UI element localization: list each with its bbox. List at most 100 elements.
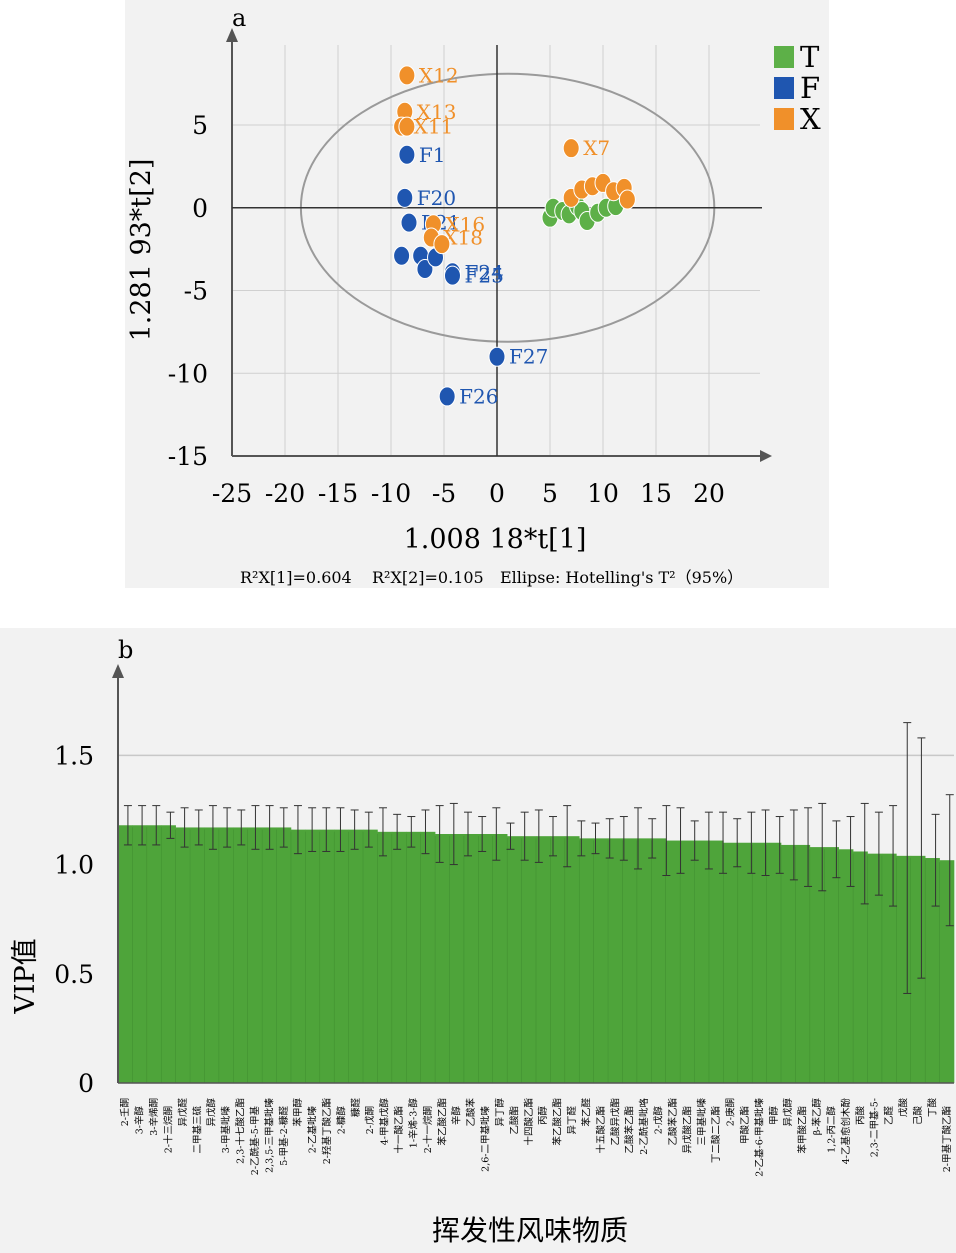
error-bar [832, 820, 841, 879]
bar [680, 840, 695, 1083]
bar [406, 831, 421, 1083]
category-label: 苯甲酸乙酯 [797, 1106, 809, 1154]
legend-label: X [800, 102, 821, 136]
y-axis-arrow [112, 664, 124, 678]
error-bar [704, 811, 713, 870]
error-bar [874, 811, 883, 896]
bar [939, 860, 955, 1083]
error-bar [520, 811, 529, 861]
bar [463, 834, 479, 1083]
bar [391, 831, 407, 1083]
error-bar [818, 802, 827, 892]
bar [622, 838, 638, 1083]
category-label: 4-乙基愈创木酚 [840, 1098, 852, 1165]
point-marker [488, 346, 506, 367]
point-f: F25 [443, 264, 504, 288]
category-labels: 2-壬酮 3-辛醇 3-辛烯酮 2-十三烷酮 异戊醛 二甲基三硫 异戊醇 3-甲基吡嗪 2,3-… [120, 1098, 953, 1177]
r2x2-label: R²X[2]=0.105 [372, 568, 484, 587]
panel-b-label: b [118, 636, 133, 664]
error-bar [322, 807, 331, 852]
category-label: 十五酸乙酯 [595, 1106, 607, 1154]
category-label: 2-羟基丁酸乙酯 [321, 1098, 333, 1165]
y-axis-arrow [226, 28, 238, 42]
category-label: 甲酸乙酯 [739, 1106, 751, 1145]
bar [319, 829, 335, 1083]
point-marker [400, 212, 418, 233]
error-bar [194, 809, 203, 846]
point-label: F26 [459, 384, 498, 408]
bar [146, 825, 162, 1083]
bar [867, 853, 883, 1083]
category-label: 乙酸异戊酯 [609, 1098, 621, 1146]
category-label: 丁酸 [926, 1098, 938, 1118]
category-label: 异丁醛 [566, 1106, 578, 1135]
bar [521, 836, 537, 1083]
y-tick-label: 0 [192, 194, 208, 223]
bar [694, 840, 710, 1083]
bar [766, 842, 782, 1083]
point-f [393, 245, 411, 266]
bar [435, 834, 450, 1083]
error-bar [407, 816, 416, 848]
ellipse-label: Ellipse: Hotelling's T²（95%） [500, 568, 743, 587]
point-marker [562, 138, 580, 159]
legend-swatch [774, 46, 794, 68]
category-label: 2-甲基丁酸乙酯 [941, 1106, 953, 1173]
bar [853, 851, 868, 1083]
score-plot: a F1F20F21F24F25F27F26X12X13X11X16X18X7 … [125, 0, 829, 588]
category-label: 乙酸苯 [465, 1098, 477, 1127]
bar [132, 825, 148, 1083]
error-bar [889, 805, 898, 907]
category-label: 2-乙酰基-5-甲基 [249, 1106, 261, 1176]
y-tick-label: -10 [168, 359, 208, 388]
category-label: 糠醛 [350, 1098, 362, 1118]
error-bar [237, 809, 246, 846]
legend-item-x: X [774, 102, 821, 136]
point-x: X13 [396, 100, 456, 124]
error-bar [463, 811, 472, 857]
bar [925, 858, 940, 1083]
category-label: 异戊酸乙酯 [681, 1106, 693, 1154]
x-axis-arrow [760, 450, 772, 462]
x-tick-label: 5 [542, 479, 558, 508]
category-label: 2-乙酰基吡咯 [638, 1098, 650, 1155]
point-label: F24 [464, 260, 503, 284]
category-label: 丙醇 [537, 1106, 549, 1126]
error-bar [804, 807, 813, 887]
category-label: 辛醇 [451, 1106, 463, 1126]
tick-labels: -25 -20 -15 -10 -5 0 5 10 15 20 -15 -10 -5 0 5 [168, 111, 725, 508]
bar [536, 836, 551, 1083]
bar [608, 838, 623, 1083]
point-x: X18 [422, 226, 483, 250]
bar [507, 836, 522, 1083]
category-label: 2,3-十七酸乙酯 [235, 1098, 247, 1164]
category-label: 5-甲基-2-糠醛 [278, 1106, 290, 1166]
error-bar [789, 809, 798, 881]
bar [636, 838, 652, 1083]
bar [334, 829, 349, 1083]
error-bar [605, 818, 614, 859]
point-f: F1 [398, 143, 446, 167]
category-label: 十一酸乙酯 [393, 1106, 405, 1154]
category-label: 2-庚酮 [725, 1098, 737, 1126]
x-tick-label: 0 [489, 479, 505, 508]
point-marker [438, 386, 456, 407]
bar [881, 853, 897, 1083]
bar [262, 827, 277, 1083]
error-bars [123, 722, 954, 994]
category-label: 异戊醇 [782, 1098, 794, 1127]
category-label: 2-戊醇 [653, 1106, 665, 1135]
category-label: 乙酸酯 [508, 1106, 520, 1135]
category-label: 2,6-二甲基吡嗪 [480, 1106, 492, 1172]
footnote: R²X[1]=0.604 R²X[2]=0.105 Ellipse: Hotel… [240, 568, 743, 587]
axes [112, 664, 954, 1084]
bar [218, 827, 234, 1083]
error-bar [336, 807, 345, 852]
point-x: X7 [562, 136, 610, 160]
point-marker [398, 116, 416, 137]
category-label: β-苯乙醇 [811, 1098, 823, 1136]
point-marker [416, 258, 434, 279]
y-tick-label: -5 [184, 277, 208, 306]
error-bar [634, 807, 643, 870]
x-axis-label: 1.008 18*t[1] [404, 524, 587, 555]
